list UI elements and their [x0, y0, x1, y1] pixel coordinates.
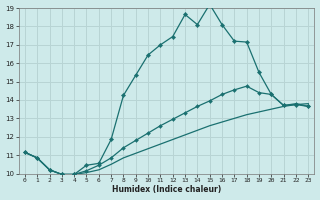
- X-axis label: Humidex (Indice chaleur): Humidex (Indice chaleur): [112, 185, 221, 194]
